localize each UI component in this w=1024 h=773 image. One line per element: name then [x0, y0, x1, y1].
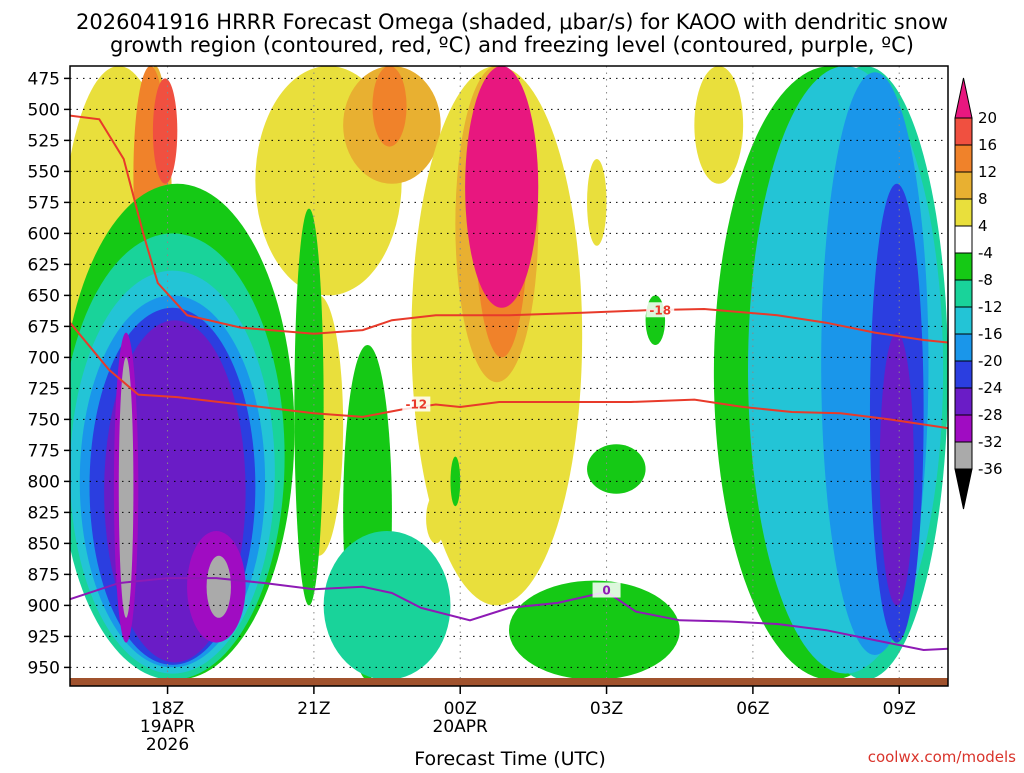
colorbar: 20 16 12 8 4 -4 -8 -12 -16 -20 -24 -28 -32 -36 — [954, 77, 1003, 510]
y-tick-label-4: 575 — [28, 193, 60, 213]
x-tick-label-0-0: 18Z — [151, 699, 184, 719]
omega-region-32 — [587, 444, 646, 494]
ground-strip — [70, 678, 948, 686]
colorbar-label-1: 16 — [978, 136, 997, 154]
y-tick-label-15: 850 — [28, 534, 60, 554]
colorbar-label-6: -8 — [978, 271, 993, 289]
contour-label-freezing-0: 0 — [602, 584, 610, 598]
y-tick-label-5: 600 — [28, 224, 60, 244]
y-tick-label-12: 775 — [28, 441, 60, 461]
colorbar-label-8: -16 — [978, 325, 1003, 343]
y-tick-label-13: 800 — [28, 472, 60, 492]
colorbar-label-0: 20 — [978, 109, 997, 127]
contour-dgz-12 — [70, 322, 948, 430]
colorbar-band-3 — [954, 171, 973, 200]
omega-region-26 — [206, 555, 231, 618]
y-tick-label-18: 925 — [28, 627, 60, 647]
omega-region-24 — [118, 357, 134, 618]
x-tick-label-4-0: 06Z — [736, 699, 769, 719]
contour-label-dgz-18: -18 — [649, 303, 671, 317]
colorbar-label-7: -12 — [978, 298, 1003, 316]
y-tick-label-3: 550 — [28, 162, 60, 182]
colorbar-band-1 — [954, 117, 973, 146]
colorbar-top-arrow — [954, 77, 973, 119]
colorbar-label-4: 4 — [978, 217, 988, 235]
colorbar-label-11: -28 — [978, 406, 1003, 424]
omega-region-16 — [694, 66, 744, 184]
colorbar-band-2 — [954, 144, 973, 173]
colorbar-label-10: -24 — [978, 379, 1003, 397]
colorbar-label-12: -32 — [978, 433, 1003, 451]
contour-dgz-18 — [70, 114, 948, 344]
colorbar-band-11 — [954, 387, 973, 416]
colorbar-band-4 — [954, 198, 973, 227]
colorbar-band-9 — [954, 333, 973, 362]
colorbar-band-10 — [954, 360, 973, 389]
y-tick-label-17: 900 — [28, 596, 60, 616]
chart-title-line2: growth region (contoured, red, ºC) and f… — [110, 33, 914, 57]
x-tick-label-0-1: 19APR — [140, 717, 196, 737]
x-tick-label-2-1: 20APR — [433, 717, 489, 737]
x-tick-label-5-0: 09Z — [883, 699, 916, 719]
y-tick-label-7: 650 — [28, 286, 60, 306]
x-tick-label-3-0: 03Z — [590, 699, 623, 719]
omega-region-15 — [426, 493, 446, 544]
contour-label-bg-dgz-18 — [646, 302, 675, 318]
y-tick-label-14: 825 — [28, 503, 60, 523]
colorbar-label-2: 12 — [978, 163, 997, 181]
chart-title-line1: 2026041916 HRRR Forecast Omega (shaded, … — [76, 10, 948, 34]
contour-label-bg-freezing-0 — [592, 582, 621, 598]
omega-region-29 — [323, 531, 451, 680]
y-tick-label-6: 625 — [28, 255, 60, 275]
colorbar-band-7 — [954, 279, 973, 308]
y-tick-label-2: 525 — [28, 131, 60, 151]
colorbar-band-6 — [954, 252, 973, 281]
colorbar-band-12 — [954, 414, 973, 443]
omega-region-30 — [450, 456, 461, 507]
colorbar-label-5: -4 — [978, 244, 993, 262]
y-tick-label-0: 475 — [28, 69, 60, 89]
contour-label-dgz-12: -12 — [405, 398, 427, 412]
colorbar-band-5 — [954, 225, 973, 254]
contour-freezing-0 — [70, 577, 948, 652]
omega-region-3 — [152, 78, 178, 184]
colorbar-label-9: -20 — [978, 352, 1003, 370]
colorbar-label-13: -36 — [978, 460, 1003, 478]
y-tick-label-10: 725 — [28, 379, 60, 399]
contour-lines: -18 -12 0 — [70, 114, 948, 652]
y-tick-label-9: 700 — [28, 348, 60, 368]
y-tick-label-11: 750 — [28, 410, 60, 430]
omega-region-9 — [372, 66, 407, 147]
y-tick-label-16: 875 — [28, 565, 60, 585]
colorbar-band-13 — [954, 441, 973, 470]
x-axis-label: Forecast Time (UTC) — [414, 748, 605, 768]
omega-region-13 — [465, 66, 539, 308]
y-tick-label-1: 500 — [28, 100, 60, 120]
colorbar-band-8 — [954, 306, 973, 335]
y-axis: 475 500 525 550 575 600 625 650 675 700 725 750 775 8… — [28, 69, 70, 678]
credit-text: coolwx.com/models — [868, 748, 1016, 766]
omega-region-27 — [294, 208, 324, 606]
x-tick-label-1-0: 21Z — [297, 699, 330, 719]
omega-region-39 — [879, 332, 914, 606]
contour-label-bg-dgz-12 — [402, 396, 431, 412]
x-tick-label-2-0: 00Z — [444, 699, 477, 719]
x-tick-label-0-2: 2026 — [146, 735, 189, 755]
y-tick-label-8: 675 — [28, 317, 60, 337]
omega-shading — [70, 66, 948, 680]
plot-frame — [69, 65, 949, 687]
colorbar-bottom-arrow — [954, 468, 973, 510]
colorbar-label-3: 8 — [978, 190, 988, 208]
y-tick-label-19: 950 — [28, 658, 60, 678]
